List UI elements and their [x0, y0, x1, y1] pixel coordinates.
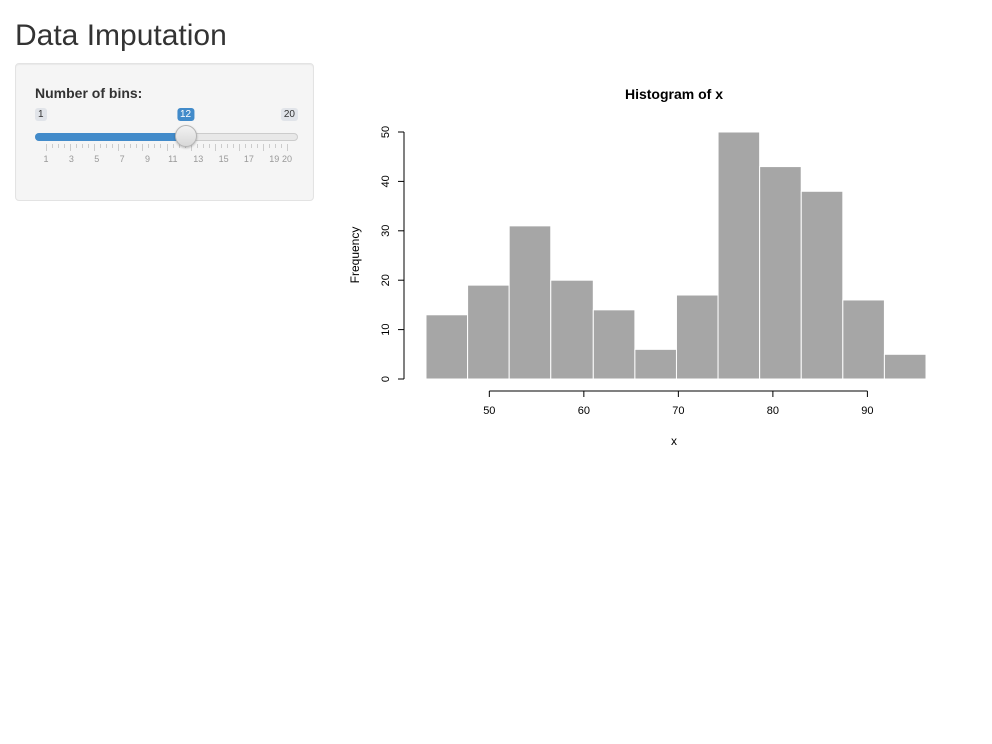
y-tick-label: 20 [380, 274, 392, 286]
slider-tick [262, 144, 264, 151]
slider-ticks [35, 144, 298, 152]
slider-tick-label: 1 [43, 154, 49, 164]
x-tick-label: 80 [767, 405, 779, 417]
slider-tick [287, 144, 288, 151]
bins-slider-label: Number of bins: [35, 85, 143, 101]
histogram-bar [425, 314, 469, 380]
histogram-bar [759, 166, 802, 380]
slider-tick [268, 144, 270, 148]
slider-tick-label: 7 [119, 154, 125, 164]
slider-tick-label: 3 [68, 154, 74, 164]
y-tick-label: 30 [380, 225, 392, 237]
slider-tick-label: 19 [269, 154, 280, 164]
slider-tick [208, 144, 210, 148]
slider-tick [130, 144, 132, 148]
page-title: Data Imputation [15, 19, 227, 52]
slider-tick [124, 144, 126, 148]
slider-min-label: 1 [35, 108, 47, 121]
slider-tick-label: 5 [94, 154, 100, 164]
slider-tick [94, 144, 96, 151]
histogram-bar [550, 279, 594, 380]
slider-tick [166, 144, 168, 151]
histogram-bar [800, 190, 844, 380]
slider-tick-label: 17 [243, 154, 254, 164]
slider-tick-label: 9 [144, 154, 150, 164]
slider-tick [154, 144, 156, 148]
slider-tick [196, 144, 198, 148]
y-axis: 0 10 20 30 40 50 [380, 126, 405, 382]
histogram-bar [592, 309, 636, 380]
chart-title: Histogram of x [625, 86, 723, 102]
histogram-bar [883, 353, 927, 380]
y-tick-label: 10 [380, 323, 392, 335]
y-tick-label: 40 [380, 175, 392, 187]
sidebar-panel: Number of bins: 1 20 12 1 3 5 7 9 11 13 15 17 19 2… [15, 63, 314, 201]
histogram-bar [508, 225, 552, 380]
histogram-svg: Histogram of x x Frequency 50 60 70 80 90 0 1… [348, 86, 927, 448]
slider-tick [148, 144, 150, 148]
slider-tick [100, 144, 102, 148]
histogram-bar [717, 131, 761, 380]
x-tick-label: 90 [861, 405, 873, 417]
slider-tick [202, 144, 204, 148]
slider-tick-label: 20 [281, 154, 293, 164]
x-axis: 50 60 70 80 90 [483, 390, 874, 417]
slider-tick [244, 144, 246, 148]
slider-value-label: 12 [176, 108, 195, 121]
slider-tick-label: 11 [168, 154, 178, 164]
slider-tick [106, 144, 108, 148]
slider-tick-label: 13 [193, 154, 204, 164]
x-tick-label: 60 [578, 405, 590, 417]
slider-tick [142, 144, 144, 151]
slider-tick [88, 144, 90, 148]
slider-tick [160, 144, 162, 148]
y-axis-label: Frequency [348, 227, 362, 284]
slider-tick [274, 144, 276, 148]
slider-tick [214, 144, 216, 151]
slider-tick [190, 144, 192, 151]
y-tick-label: 0 [380, 376, 392, 382]
slider-tick [58, 144, 60, 148]
slider-tick [64, 144, 66, 148]
slider-tick [256, 144, 258, 148]
slider-tick-label: 15 [218, 154, 229, 164]
slider-tick [220, 144, 222, 148]
slider-tick [70, 144, 72, 151]
slider-tick [238, 144, 240, 151]
slider-tick-labels: 1 3 5 7 9 11 13 15 17 19 20 [35, 154, 298, 166]
histogram-plot: Histogram of x x Frequency 50 60 70 80 90 0 1… [330, 63, 977, 463]
slider-max-label: 20 [280, 108, 298, 121]
histogram-bar [675, 294, 719, 380]
slider-tick [226, 144, 228, 148]
slider-fill [35, 133, 186, 141]
slider-tick [232, 144, 234, 148]
histogram-bar [842, 299, 885, 380]
slider-tick [52, 144, 54, 148]
x-axis-label: x [671, 434, 677, 448]
slider-tick [280, 144, 282, 148]
slider-tick [136, 144, 138, 148]
slider-tick [118, 144, 120, 151]
slider-tick [172, 144, 174, 148]
slider-tick [46, 144, 47, 151]
histogram-bar [634, 348, 677, 380]
x-tick-label: 50 [483, 405, 495, 417]
bins-slider[interactable]: 1 20 12 1 3 5 7 9 11 13 15 17 19 20 [35, 108, 298, 178]
slider-tick [112, 144, 114, 148]
slider-tick [76, 144, 78, 148]
histogram-bars [425, 131, 927, 380]
y-tick-label: 50 [380, 126, 392, 138]
slider-tick [178, 144, 180, 148]
slider-tick [250, 144, 252, 148]
x-tick-label: 70 [672, 405, 684, 417]
histogram-bar [467, 284, 510, 380]
slider-handle[interactable] [174, 125, 197, 147]
slider-tick [82, 144, 84, 148]
